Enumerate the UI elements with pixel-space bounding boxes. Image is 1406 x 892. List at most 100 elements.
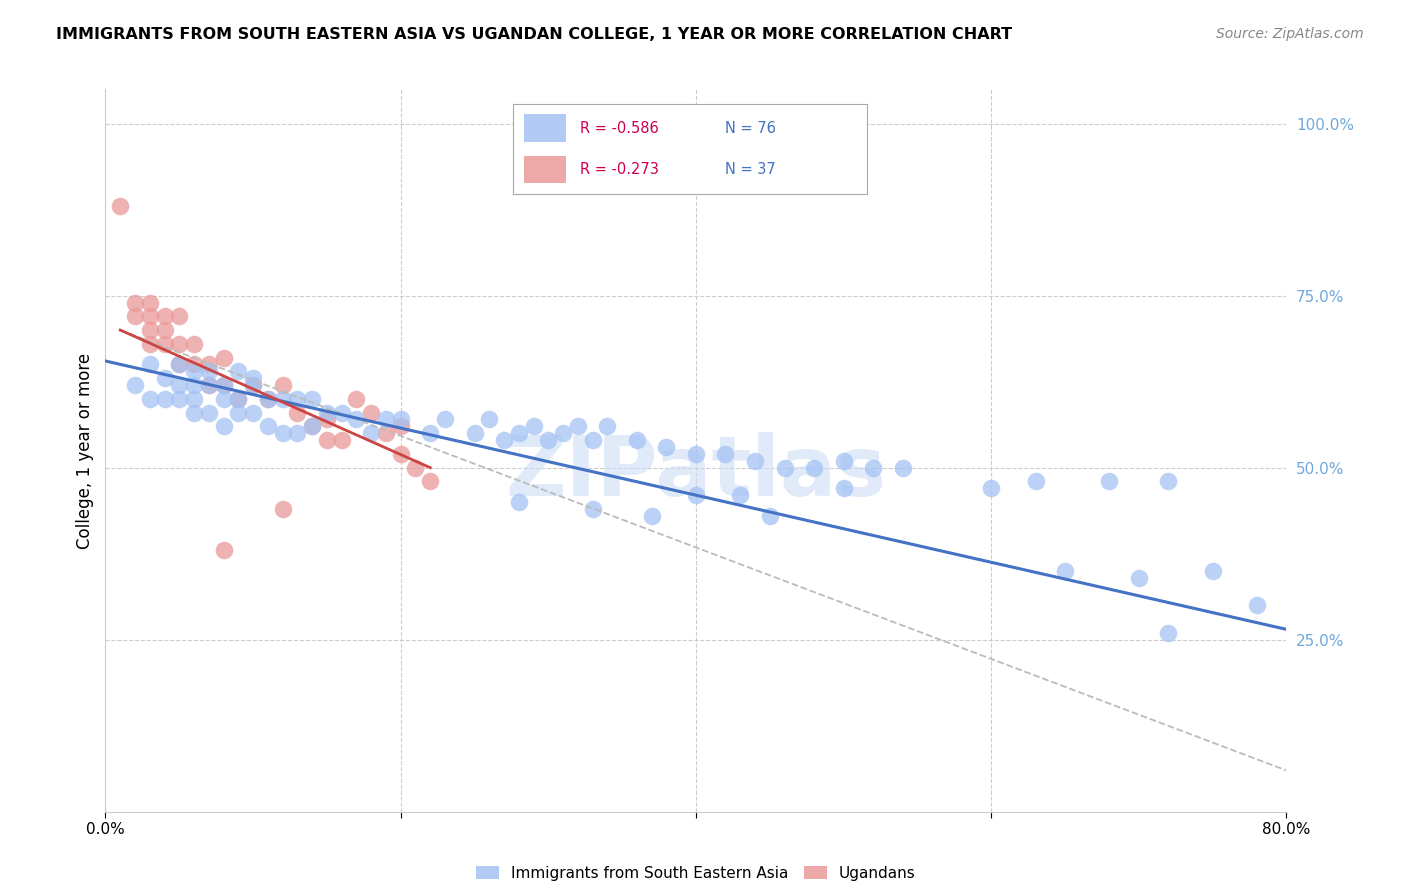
Point xyxy=(832,481,855,495)
Point xyxy=(581,502,603,516)
Text: Source: ZipAtlas.com: Source: ZipAtlas.com xyxy=(1216,27,1364,41)
Point xyxy=(212,378,235,392)
Point xyxy=(153,392,176,406)
Point xyxy=(226,392,250,406)
Point xyxy=(138,310,162,324)
Point xyxy=(1201,564,1223,578)
Point xyxy=(138,323,162,337)
Point xyxy=(124,295,146,310)
Point xyxy=(315,433,337,447)
Point xyxy=(271,392,294,406)
Point xyxy=(508,495,530,509)
Text: IMMIGRANTS FROM SOUTH EASTERN ASIA VS UGANDAN COLLEGE, 1 YEAR OR MORE CORRELATIO: IMMIGRANTS FROM SOUTH EASTERN ASIA VS UG… xyxy=(56,27,1012,42)
Point xyxy=(1157,475,1180,489)
Point xyxy=(1098,475,1121,489)
Point xyxy=(197,378,219,392)
Point xyxy=(1128,571,1150,585)
Point xyxy=(169,392,191,406)
Point xyxy=(419,426,441,441)
Point xyxy=(169,358,191,372)
Point xyxy=(153,336,176,351)
Point xyxy=(212,419,235,434)
Point xyxy=(596,419,619,434)
Point xyxy=(301,419,323,434)
Point xyxy=(183,406,205,420)
Point xyxy=(242,406,264,420)
Point xyxy=(862,460,884,475)
Point xyxy=(360,406,382,420)
Point xyxy=(110,199,132,213)
Point xyxy=(405,460,427,475)
Point xyxy=(197,406,219,420)
Point xyxy=(315,406,337,420)
Point xyxy=(508,426,530,441)
Point xyxy=(551,426,574,441)
Point xyxy=(330,433,353,447)
Point xyxy=(197,378,219,392)
Point xyxy=(389,419,412,434)
Point xyxy=(980,481,1002,495)
Point xyxy=(153,310,176,324)
Point xyxy=(153,323,176,337)
Point xyxy=(138,358,162,372)
Point xyxy=(891,460,914,475)
Point xyxy=(271,426,294,441)
Point xyxy=(685,447,707,461)
Point xyxy=(374,412,398,426)
Point xyxy=(124,378,146,392)
Point xyxy=(138,392,162,406)
Point xyxy=(832,454,855,468)
Point xyxy=(522,419,544,434)
Point xyxy=(640,508,664,523)
Point xyxy=(242,378,264,392)
Point xyxy=(212,392,235,406)
Text: ZIPatlas: ZIPatlas xyxy=(506,432,886,513)
Point xyxy=(567,419,589,434)
Point xyxy=(346,392,368,406)
Point xyxy=(728,488,751,502)
Point xyxy=(1054,564,1077,578)
Point xyxy=(242,378,264,392)
Legend: Immigrants from South Eastern Asia, Ugandans: Immigrants from South Eastern Asia, Ugan… xyxy=(470,860,922,888)
Point xyxy=(197,358,219,372)
Point xyxy=(169,358,191,372)
Point xyxy=(138,336,162,351)
Point xyxy=(256,419,278,434)
Point xyxy=(1246,599,1268,613)
Point xyxy=(287,426,309,441)
Point xyxy=(434,412,457,426)
Point xyxy=(169,378,191,392)
Point xyxy=(169,310,191,324)
Point xyxy=(492,433,515,447)
Point xyxy=(212,543,235,558)
Point xyxy=(183,364,205,378)
Point xyxy=(419,475,441,489)
Point xyxy=(537,433,560,447)
Point xyxy=(212,351,235,365)
Point xyxy=(360,426,382,441)
Point xyxy=(197,364,219,378)
Point xyxy=(655,440,678,454)
Point xyxy=(1024,475,1046,489)
Point xyxy=(183,358,205,372)
Point xyxy=(271,378,294,392)
Point xyxy=(153,371,176,385)
Point xyxy=(124,310,146,324)
Point xyxy=(287,392,309,406)
Point xyxy=(581,433,603,447)
Point xyxy=(374,426,398,441)
Point xyxy=(389,447,412,461)
Point xyxy=(226,364,250,378)
Point xyxy=(271,502,294,516)
Point xyxy=(183,336,205,351)
Point xyxy=(287,406,309,420)
Point xyxy=(773,460,796,475)
Point xyxy=(626,433,648,447)
Point xyxy=(169,336,191,351)
Point xyxy=(256,392,278,406)
Y-axis label: College, 1 year or more: College, 1 year or more xyxy=(76,352,94,549)
Point xyxy=(226,392,250,406)
Point xyxy=(315,412,337,426)
Point xyxy=(138,295,162,310)
Point xyxy=(1157,625,1180,640)
